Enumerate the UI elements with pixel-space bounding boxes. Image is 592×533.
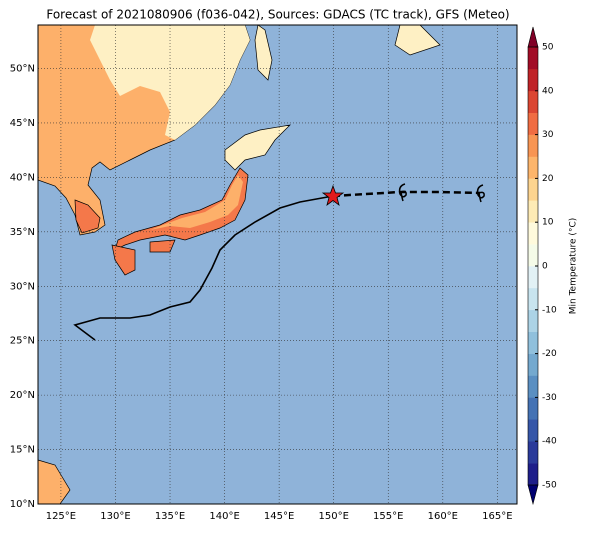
colorbar-band [528, 441, 538, 464]
track-past [73, 195, 334, 341]
colorbar-tick-label: -50 [542, 481, 557, 491]
colorbar-band [528, 309, 538, 332]
colorbar-band [528, 375, 538, 398]
colorbar-band [528, 222, 538, 245]
colorbar-band [528, 287, 538, 311]
lat-label: 45°N [10, 118, 35, 129]
colorbar-band [528, 90, 538, 113]
lon-label: 145°E [264, 511, 294, 522]
colorbar-tick-label: 0 [542, 262, 548, 272]
lat-label: 50°N [10, 64, 35, 75]
colorbar-band [528, 397, 538, 420]
colorbar-tick-label: -40 [542, 437, 557, 447]
colorbar-tick-label: 30 [542, 130, 554, 140]
current-position [321, 184, 345, 207]
colorbar-band [528, 353, 538, 376]
lon-label: 125°E [46, 511, 76, 522]
lon-label: 165°E [482, 511, 512, 522]
colorbar-band [528, 200, 538, 223]
lat-label: 30°N [10, 281, 35, 292]
cyclone-symbol [476, 184, 485, 203]
colorbar-extend-bottom [527, 484, 539, 506]
lat-label: 25°N [10, 336, 35, 347]
colorbar-tick-label: 40 [542, 86, 554, 96]
colorbar-band [528, 134, 538, 157]
colorbar-tick-label: -20 [542, 349, 557, 359]
colorbar-tick-label: 50 [542, 43, 554, 53]
lon-label: 160°E [428, 511, 458, 522]
colorbar: -50 -40 -30 -20 -10 0 10 20 30 40 50 Min Temperatur… [527, 26, 579, 506]
map [37, 24, 518, 505]
lat-label: 10°N [10, 499, 35, 510]
lat-label: 40°N [10, 172, 35, 183]
colorbar-band [528, 47, 538, 70]
colorbar-tick-label: -10 [542, 305, 557, 315]
colorbar-band [528, 419, 538, 442]
lon-label: 150°E [318, 511, 348, 522]
lat-label: 35°N [10, 227, 35, 238]
colorbar-band [528, 266, 538, 289]
colorbar-band [528, 178, 538, 201]
track-forecast [332, 190, 481, 198]
lat-label: 20°N [10, 390, 35, 401]
colorbar-band [528, 244, 538, 267]
map-frame [37, 24, 518, 505]
colorbar-tick-label: 20 [542, 174, 554, 184]
lon-label: 155°E [373, 511, 403, 522]
lat-label: 15°N [10, 445, 35, 456]
lon-label: 130°E [100, 511, 130, 522]
colorbar-tick-label: -30 [542, 393, 557, 403]
colorbar-band [528, 112, 538, 135]
colorbar-tick-label: 10 [542, 218, 554, 228]
title: Forecast of 2021080906 (f036-042), Sourc… [46, 8, 509, 22]
cyclone-symbol [398, 183, 407, 202]
colorbar-extend-top [527, 26, 539, 48]
colorbar-label: Min Temperature (°C) [569, 218, 579, 315]
lon-label: 140°E [209, 511, 239, 522]
colorbar-band [528, 331, 538, 354]
colorbar-band [528, 463, 538, 486]
lon-label: 135°E [155, 511, 185, 522]
colorbar-band [528, 68, 538, 92]
colorbar-band [528, 156, 538, 179]
